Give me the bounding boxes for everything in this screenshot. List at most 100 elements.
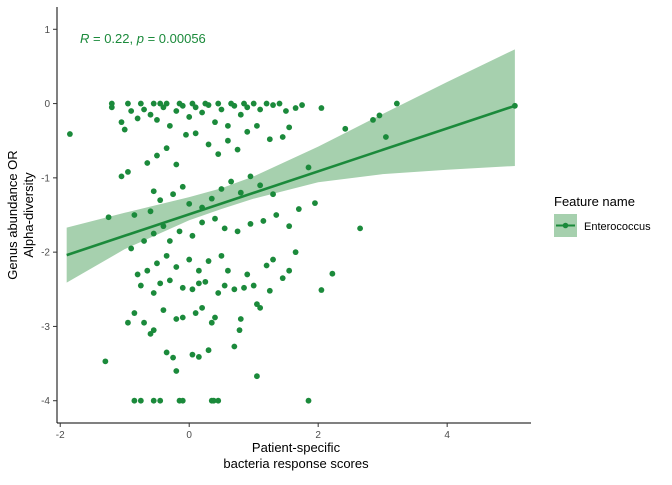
data-point <box>260 218 267 224</box>
correlation-annotation: R = 0.22, p = 0.00056 <box>80 31 206 46</box>
data-point <box>215 100 222 107</box>
data-point <box>225 267 231 274</box>
data-point <box>125 169 131 175</box>
data-point <box>202 100 209 107</box>
data-point <box>163 349 170 356</box>
data-point <box>160 307 167 313</box>
data-point <box>318 105 325 111</box>
regression-line <box>66 104 516 257</box>
data-point <box>173 264 180 270</box>
data-point <box>173 161 180 168</box>
x-tick-label: 4 <box>444 430 450 441</box>
data-point <box>276 100 283 107</box>
data-point <box>192 310 199 316</box>
data-point <box>189 232 196 239</box>
data-point <box>166 238 173 244</box>
data-point <box>273 212 280 218</box>
x-axis-title-line-1: Patient-specific <box>252 440 341 455</box>
data-point <box>192 130 199 137</box>
data-point <box>210 397 217 404</box>
data-point <box>150 397 157 404</box>
data-point <box>154 152 160 159</box>
data-point <box>144 160 151 166</box>
x-tick-label: -2 <box>56 430 65 441</box>
data-point <box>231 343 238 350</box>
data-point <box>270 191 276 198</box>
data-point <box>137 397 144 404</box>
data-point <box>118 173 125 180</box>
legend: Feature name Enterococcus <box>554 194 651 237</box>
data-point <box>121 126 128 133</box>
data-point <box>292 249 299 256</box>
data-point <box>199 109 206 116</box>
data-point <box>189 286 196 293</box>
x-axis-title: Patient-specific bacteria response score… <box>223 440 369 471</box>
data-point <box>234 228 241 235</box>
data-point <box>173 316 180 322</box>
data-point <box>342 125 349 132</box>
data-point <box>205 347 212 354</box>
y-axis-title-line-2: Alpha-diversity <box>21 172 36 258</box>
data-point <box>257 182 264 189</box>
data-point <box>221 282 228 289</box>
data-point <box>205 141 212 148</box>
data-point <box>283 108 289 114</box>
data-point <box>250 100 257 107</box>
data-point <box>179 284 186 291</box>
r-value: = 0.22, <box>89 31 136 46</box>
data-point <box>257 106 264 113</box>
data-point <box>189 100 196 107</box>
data-point <box>131 397 138 404</box>
data-point <box>179 397 186 404</box>
data-point <box>205 258 212 264</box>
data-point <box>212 314 218 321</box>
data-point <box>154 117 160 123</box>
data-point <box>254 373 260 380</box>
y-axis-title: Genus abundance OR Alpha-diversity <box>5 150 36 279</box>
data-point <box>195 267 202 274</box>
data-point <box>128 245 135 252</box>
data-point <box>157 280 164 287</box>
data-point <box>279 134 286 140</box>
data-point <box>147 330 154 337</box>
legend-entry-enterococcus: Enterococcus <box>584 221 651 233</box>
data-point <box>295 206 302 212</box>
data-point <box>231 286 238 293</box>
data-point <box>263 100 270 107</box>
data-point <box>108 100 115 107</box>
data-point <box>299 102 305 108</box>
data-point <box>189 351 196 358</box>
p-symbol: p <box>136 31 144 46</box>
data-point <box>244 271 251 278</box>
data-point <box>150 188 157 195</box>
data-point <box>266 136 273 143</box>
data-point <box>202 278 209 285</box>
data-point <box>225 122 231 129</box>
data-point <box>134 271 141 278</box>
p-value: = 0.00056 <box>144 31 206 46</box>
data-point <box>218 186 225 192</box>
data-point <box>270 102 276 108</box>
data-point <box>144 267 151 274</box>
data-point <box>176 100 183 107</box>
data-point <box>329 270 336 277</box>
data-point <box>250 282 257 289</box>
data-point <box>166 277 173 284</box>
legend-key-point <box>562 222 569 229</box>
data-point <box>208 195 215 202</box>
data-point <box>241 284 247 291</box>
data-point <box>286 267 293 274</box>
data-point <box>150 290 157 296</box>
data-point <box>244 128 251 135</box>
data-point <box>215 151 222 157</box>
data-point <box>141 106 147 113</box>
data-point <box>393 100 400 107</box>
x-tick-label: 0 <box>186 430 192 441</box>
data-point <box>212 215 218 222</box>
data-point <box>199 304 206 311</box>
data-point <box>247 173 254 180</box>
data-point <box>221 225 228 232</box>
legend-title: Feature name <box>554 194 635 209</box>
data-point <box>305 397 312 404</box>
data-point <box>225 137 231 144</box>
